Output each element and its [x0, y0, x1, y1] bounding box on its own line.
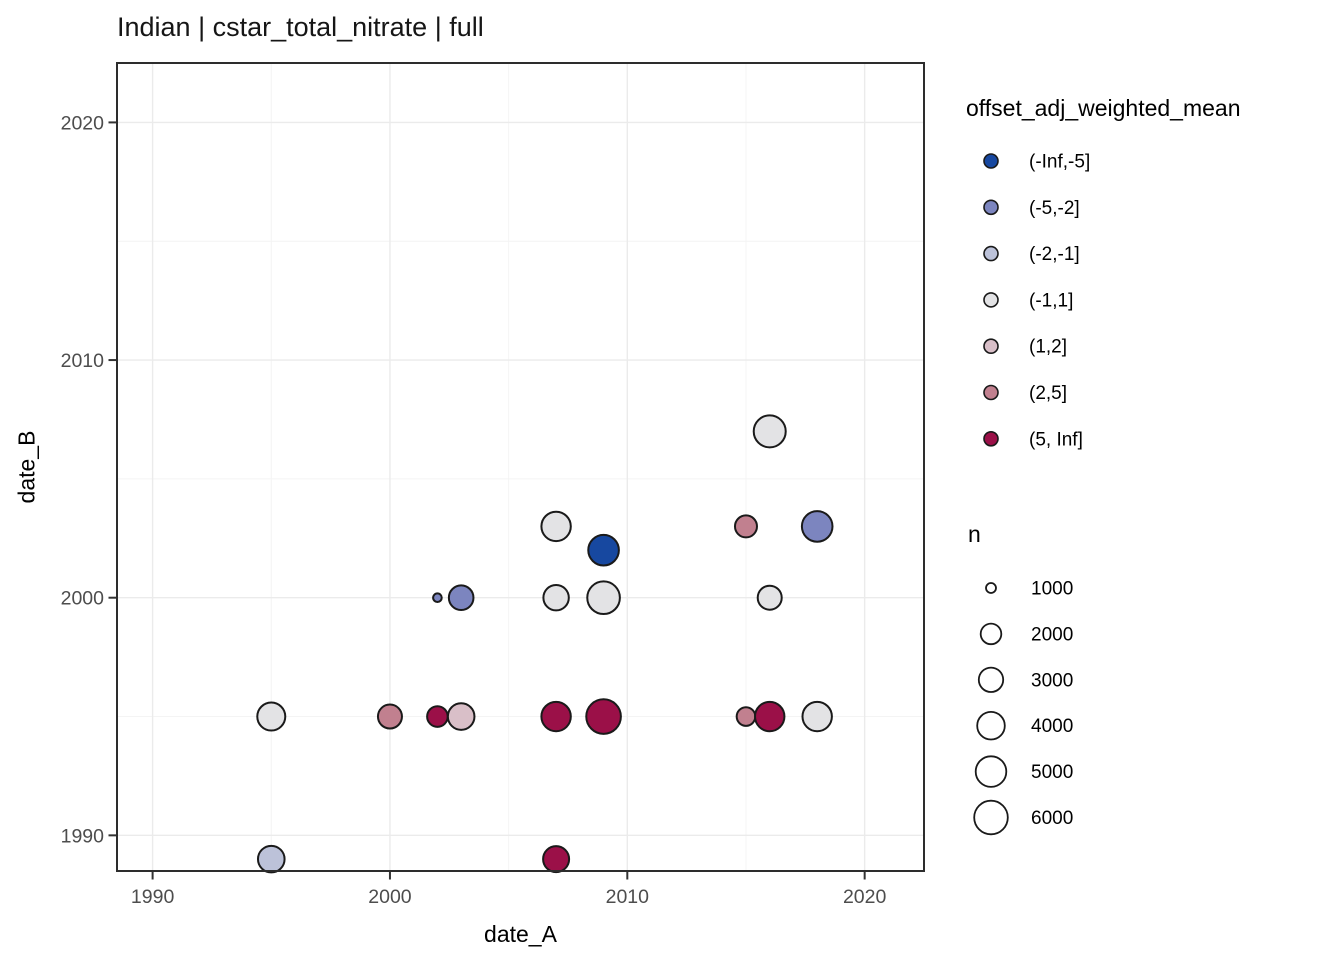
- x-tick-label: 2020: [843, 886, 887, 908]
- data-point: [586, 580, 621, 616]
- size-legend-label: 3000: [1031, 670, 1073, 691]
- size-legend-label: 4000: [1031, 716, 1073, 737]
- data-point: [540, 700, 572, 733]
- size-legend-key: [977, 666, 1005, 693]
- data-point: [587, 533, 620, 567]
- data-point: [756, 584, 783, 611]
- size-legend-label: 1000: [1031, 579, 1073, 600]
- size-legend-label: 5000: [1031, 762, 1073, 783]
- size-legend-key: [979, 622, 1003, 646]
- data-point: [432, 592, 443, 604]
- data-point: [585, 698, 622, 735]
- data-point: [754, 700, 786, 733]
- x-tick-label: 2010: [606, 886, 650, 908]
- color-legend-key: [983, 245, 999, 262]
- size-legend-key: [985, 582, 997, 594]
- color-legend-label: (2,5]: [1029, 383, 1067, 404]
- y-tick-label: 2020: [61, 112, 105, 134]
- data-point: [752, 414, 787, 449]
- x-tick-label: 2000: [368, 886, 412, 908]
- size-legend-title: n: [968, 521, 981, 547]
- color-legend-key: [983, 292, 999, 308]
- size-legend-key: [973, 799, 1009, 836]
- color-legend-key: [983, 199, 999, 216]
- y-axis-title: date_B: [13, 430, 40, 504]
- data-point: [801, 700, 833, 733]
- color-legend-label: (-2,-1]: [1029, 244, 1080, 265]
- color-legend-label: (5, Inf]: [1029, 429, 1083, 450]
- color-legend-label: (-Inf,-5]: [1029, 152, 1090, 173]
- size-legend-key: [976, 711, 1006, 741]
- x-tick-label: 1990: [131, 886, 175, 908]
- size-legend-label: 2000: [1031, 624, 1073, 645]
- color-legend-key: [983, 153, 999, 169]
- data-point: [256, 701, 287, 732]
- data-point: [446, 702, 476, 731]
- size-legend-key: [974, 755, 1008, 788]
- y-tick-label: 2000: [61, 588, 105, 610]
- data-point: [542, 584, 570, 612]
- y-tick-label: 2010: [61, 350, 105, 372]
- color-legend-key: [983, 430, 999, 447]
- color-legend-title: offset_adj_weighted_mean: [966, 95, 1241, 121]
- data-point: [376, 703, 403, 730]
- data-point: [542, 845, 571, 874]
- color-legend-label: (-5,-2]: [1029, 198, 1080, 219]
- data-point: [540, 510, 572, 543]
- panel-border: [116, 62, 925, 872]
- data-point: [735, 706, 757, 727]
- size-legend-label: 6000: [1031, 808, 1073, 829]
- data-point: [800, 510, 834, 543]
- y-tick-label: 1990: [61, 825, 105, 847]
- x-axis-title: date_A: [484, 921, 557, 947]
- color-legend-label: (1,2]: [1029, 337, 1067, 358]
- chart-title: Indian | cstar_total_nitrate | full: [117, 12, 484, 42]
- color-legend-label: (-1,1]: [1029, 290, 1073, 311]
- data-point: [256, 844, 286, 874]
- data-point: [733, 514, 758, 539]
- color-legend-key: [983, 338, 999, 355]
- data-point: [447, 584, 475, 612]
- color-legend-key: [983, 384, 999, 401]
- panel-background: [117, 63, 924, 871]
- data-point: [426, 705, 449, 728]
